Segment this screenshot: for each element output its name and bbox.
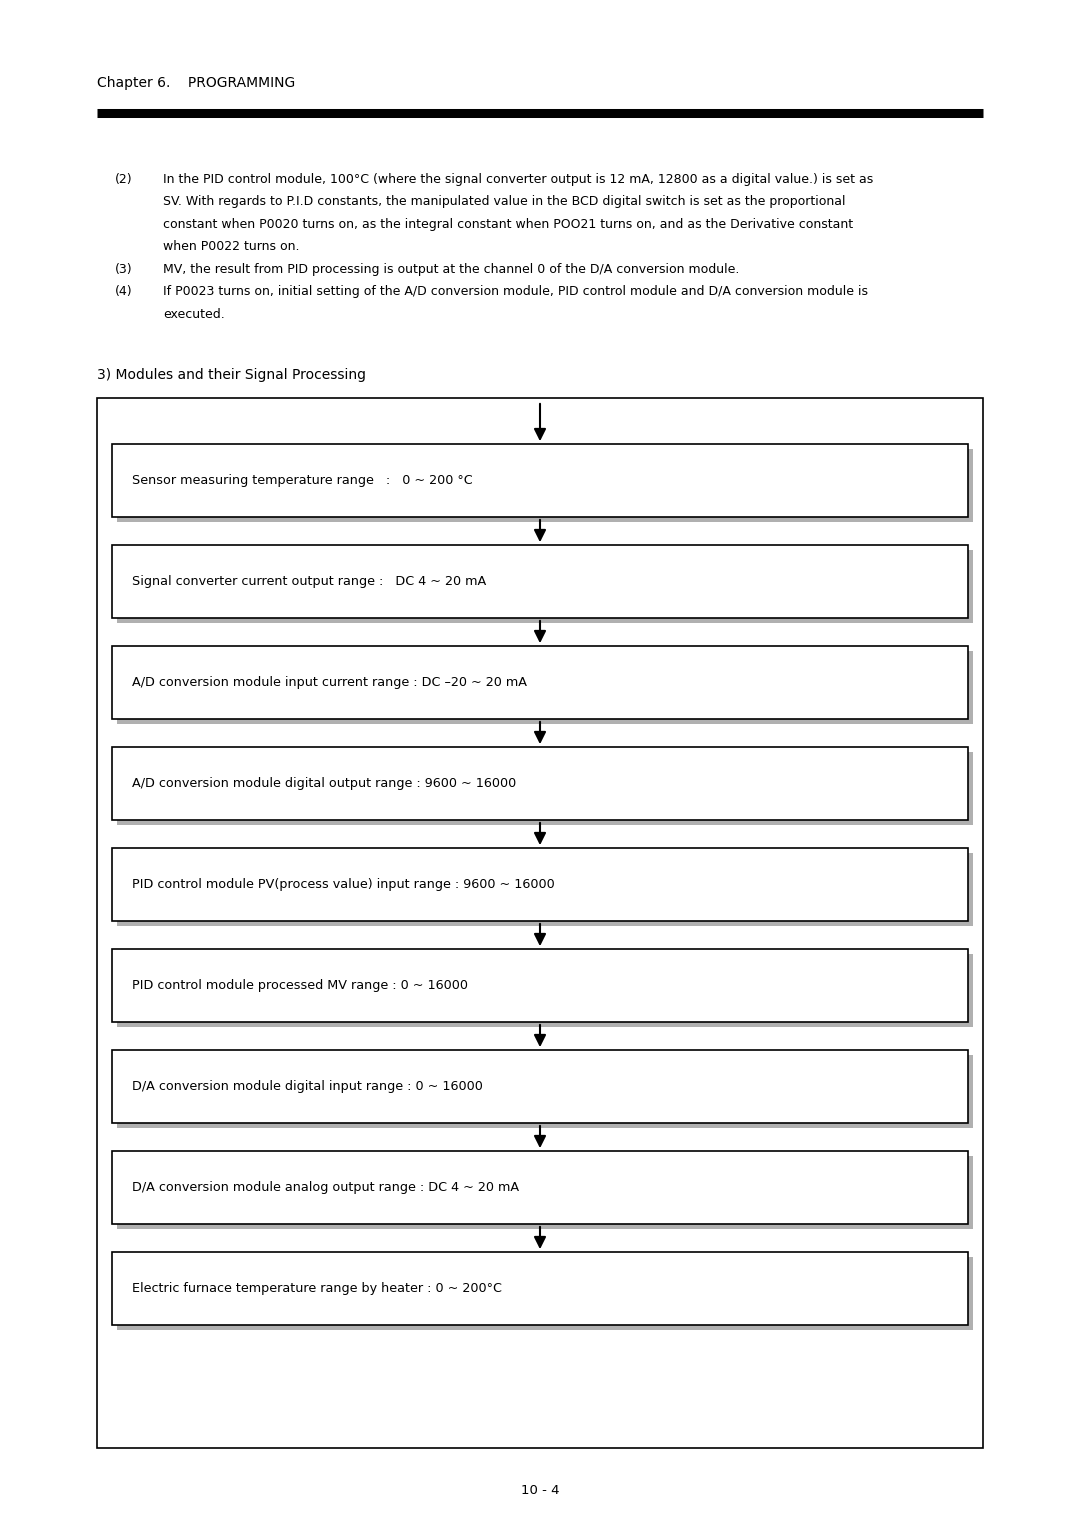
Bar: [112, 646, 968, 720]
Text: In the PID control module, 100°C (where the signal converter output is 12 mA, 12: In the PID control module, 100°C (where …: [163, 173, 874, 186]
Text: A/D conversion module digital output range : 9600 ~ 16000: A/D conversion module digital output ran…: [132, 778, 516, 790]
Text: when P0022 turns on.: when P0022 turns on.: [163, 240, 299, 254]
Bar: [117, 651, 973, 724]
Text: SV. With regards to P.I.D constants, the manipulated value in the BCD digital sw: SV. With regards to P.I.D constants, the…: [163, 196, 846, 208]
Bar: [112, 747, 968, 821]
Bar: [112, 1050, 968, 1123]
Bar: [112, 545, 968, 617]
Text: Signal converter current output range :   DC 4 ~ 20 mA: Signal converter current output range : …: [132, 575, 486, 588]
Text: D/A conversion module digital input range : 0 ~ 16000: D/A conversion module digital input rang…: [132, 1080, 483, 1093]
Bar: [117, 953, 973, 1027]
Text: Electric furnace temperature range by heater : 0 ~ 200°C: Electric furnace temperature range by he…: [132, 1282, 502, 1296]
Text: (4): (4): [114, 286, 133, 298]
Bar: [117, 752, 973, 825]
Text: executed.: executed.: [163, 309, 225, 321]
Text: 3) Modules and their Signal Processing: 3) Modules and their Signal Processing: [97, 368, 366, 382]
Text: Chapter 6.    PROGRAMMING: Chapter 6. PROGRAMMING: [97, 76, 295, 90]
Text: 10 - 4: 10 - 4: [521, 1484, 559, 1496]
Text: D/A conversion module analog output range : DC 4 ~ 20 mA: D/A conversion module analog output rang…: [132, 1181, 519, 1193]
Text: PID control module processed MV range : 0 ~ 16000: PID control module processed MV range : …: [132, 979, 468, 992]
Bar: [112, 445, 968, 516]
Text: PID control module PV(process value) input range : 9600 ~ 16000: PID control module PV(process value) inp…: [132, 879, 555, 891]
Bar: [112, 848, 968, 921]
Bar: [112, 1251, 968, 1325]
Bar: [112, 949, 968, 1022]
Bar: [117, 550, 973, 623]
Text: Sensor measuring temperature range   :   0 ~ 200 °C: Sensor measuring temperature range : 0 ~…: [132, 474, 473, 487]
Bar: [117, 1157, 973, 1229]
Text: (2): (2): [114, 173, 133, 186]
Bar: [117, 1054, 973, 1128]
Text: A/D conversion module input current range : DC –20 ~ 20 mA: A/D conversion module input current rang…: [132, 675, 527, 689]
Text: MV, the result from PID processing is output at the channel 0 of the D/A convers: MV, the result from PID processing is ou…: [163, 263, 740, 277]
Text: constant when P0020 turns on, as the integral constant when POO21 turns on, and : constant when P0020 turns on, as the int…: [163, 219, 853, 231]
Text: (3): (3): [114, 263, 133, 277]
Bar: [117, 449, 973, 523]
Bar: [117, 1258, 973, 1329]
Bar: [112, 1151, 968, 1224]
Text: If P0023 turns on, initial setting of the A/D conversion module, PID control mod: If P0023 turns on, initial setting of th…: [163, 286, 868, 298]
Bar: [117, 853, 973, 926]
Bar: [97, 397, 983, 1449]
